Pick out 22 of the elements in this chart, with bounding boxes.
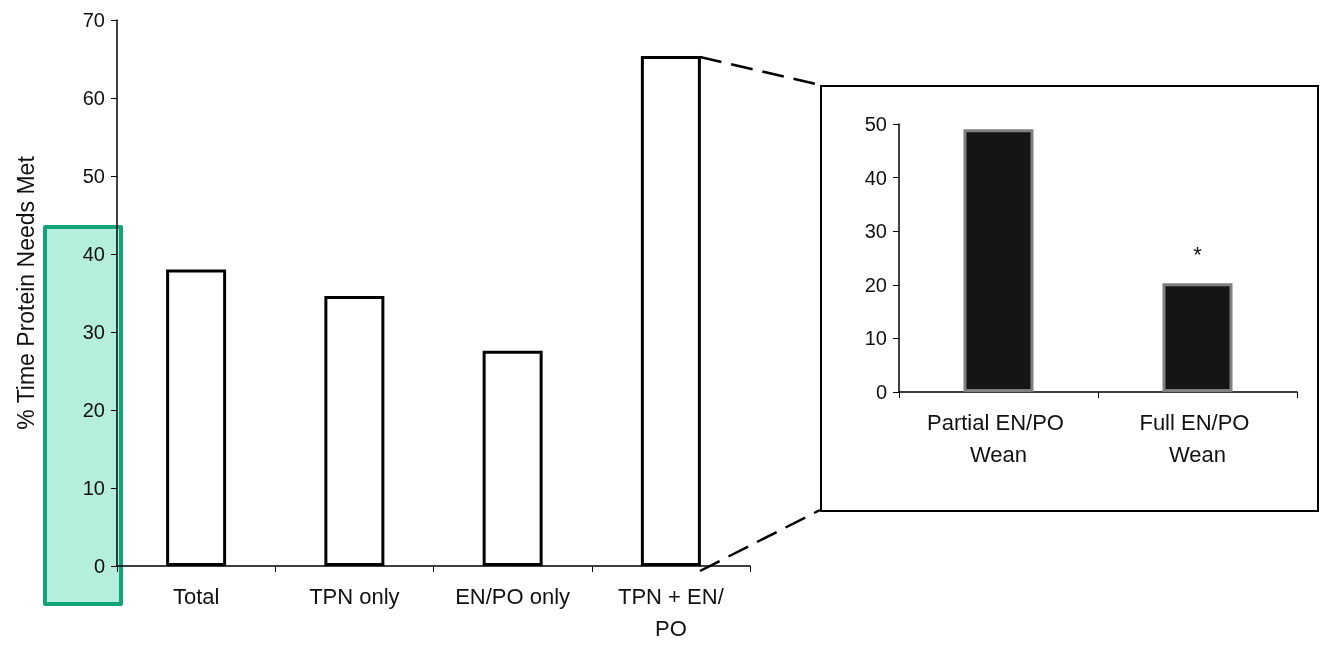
- y-axis-title: % Time Protein Needs Met: [12, 155, 39, 430]
- x-tick-label: Full EN/PO Wean: [1139, 409, 1256, 467]
- y-tick-label: 20: [82, 399, 105, 421]
- x-tick-label: EN/PO only: [455, 583, 571, 609]
- y-tick-label: 10: [82, 477, 105, 499]
- x-tick-label: TPN + EN/PO: [618, 583, 725, 641]
- y-tick-label: 0: [875, 381, 887, 403]
- y-tick-label: 40: [82, 243, 105, 265]
- x-tick-label: Partial EN/PO Wean: [926, 409, 1071, 467]
- x-tick-label: TPN only: [309, 583, 400, 609]
- annotation: *: [1193, 241, 1203, 267]
- y-tick-label: 50: [82, 165, 105, 187]
- y-tick-label: 40: [864, 166, 887, 189]
- y-tick-label: 10: [864, 327, 887, 350]
- y-tick-label: 30: [864, 220, 887, 243]
- y-tick-label: 30: [82, 321, 105, 343]
- y-tick-label: 20: [864, 273, 887, 296]
- x-tick-label: Total: [172, 583, 220, 609]
- y-tick-label: 0: [93, 555, 105, 577]
- y-tick-label: 70: [82, 9, 105, 31]
- y-tick-label: 50: [864, 113, 887, 135]
- y-tick-label: 60: [82, 87, 105, 109]
